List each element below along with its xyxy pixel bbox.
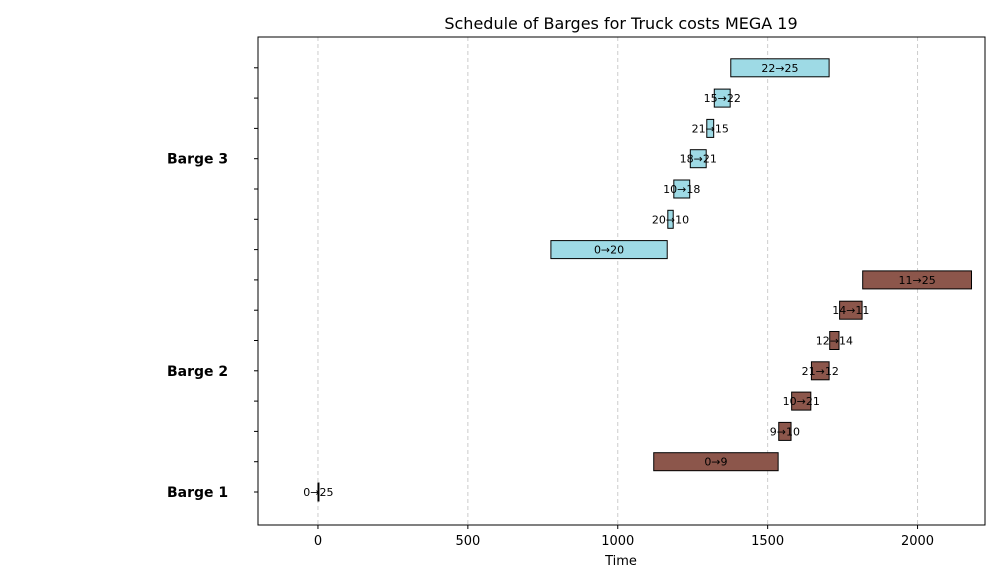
task-bar	[706, 118, 715, 138]
x-tick-label: 1000	[601, 534, 634, 549]
task-bars: 0→25 0→9 9→10 10→21 21→12 12→14 14→11 11→25 0→20…	[303, 58, 973, 502]
x-tick-label: 1500	[751, 534, 784, 549]
task-label: 21→12	[802, 365, 839, 378]
y-axis: Barge 1 Barge 2 Barge 3	[167, 67, 258, 501]
task-bar	[730, 58, 830, 78]
task-label: 0→9	[704, 456, 727, 469]
x-tick-label: 0	[314, 534, 322, 549]
task-label: 20→10	[652, 213, 689, 226]
task-label: 22→25	[761, 62, 798, 75]
x-gridlines	[317, 37, 919, 525]
task-bar	[791, 391, 812, 411]
task-label: 9→10	[770, 425, 800, 438]
task-bar	[550, 240, 668, 260]
barge-label: Barge 3	[167, 152, 228, 168]
task-bar	[317, 482, 320, 502]
task-label: 0→20	[594, 244, 624, 257]
task-label: 18→21	[680, 153, 717, 166]
task-label: 10→21	[783, 395, 820, 408]
task-bar	[713, 88, 731, 108]
task-label: 21→15	[692, 122, 729, 135]
x-axis: 0 500 1000 1500 2000	[314, 525, 934, 549]
task-bar	[839, 300, 863, 320]
task-label: 15→22	[704, 92, 741, 105]
chart-title: Schedule of Barges for Truck costs MEGA …	[444, 14, 797, 33]
task-bar	[778, 421, 792, 441]
barge-label: Barge 1	[167, 485, 228, 501]
task-bar	[862, 270, 973, 290]
task-bar	[667, 209, 674, 229]
x-tick-label: 2000	[901, 534, 934, 549]
plot-frame	[257, 36, 986, 526]
task-bar	[673, 179, 691, 199]
task-label: 12→14	[816, 335, 853, 348]
task-bar	[829, 331, 840, 350]
task-label: 14→11	[832, 304, 869, 317]
task-bar	[689, 149, 707, 169]
task-label: 10→18	[663, 183, 700, 196]
x-tick-label: 500	[455, 534, 480, 549]
task-label: 0→25	[303, 486, 333, 499]
task-label: 11→25	[898, 274, 935, 287]
task-bar	[810, 361, 830, 381]
task-bar	[653, 452, 779, 472]
x-axis-label: Time	[604, 554, 637, 569]
barge-label: Barge 2	[167, 364, 228, 380]
